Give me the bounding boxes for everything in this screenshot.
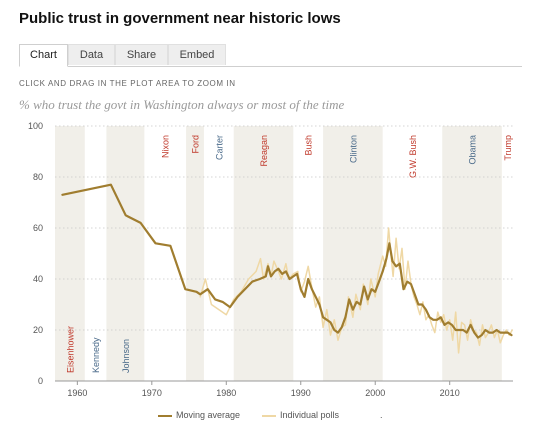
x-tick-label-2000: 2000 [365,388,385,398]
y-tick-label-0: 0 [38,376,43,386]
x-tick-label-1970: 1970 [142,388,162,398]
president-label-reagan: Reagan [259,135,269,167]
president-label-bush: Bush [304,135,314,156]
x-tick-label-1960: 1960 [67,388,87,398]
tab-share[interactable]: Share [115,44,168,65]
president-label-trump: Trump [503,135,513,161]
president-label-johnson: Johnson [121,339,131,373]
term-band-eisenhower [55,126,85,381]
legend-label-moving-average: Moving average [176,410,241,420]
tab-chart[interactable]: Chart [19,44,68,67]
president-label-g-w-bush: G.W. Bush [408,135,418,178]
x-tick-label-1990: 1990 [291,388,311,398]
president-label-carter: Carter [214,135,224,160]
term-band-clinton [323,126,383,381]
president-label-obama: Obama [468,135,478,165]
y-tick-label-40: 40 [33,274,43,284]
legend-swatch-individual-polls [262,414,276,417]
legend-extra-mark: . [380,410,383,420]
president-label-eisenhower: Eisenhower [65,326,75,373]
tab-embed[interactable]: Embed [168,44,226,65]
president-label-nixon: Nixon [161,135,171,158]
tab-data[interactable]: Data [68,44,115,65]
legend-label-individual-polls: Individual polls [280,410,340,420]
y-tick-label-100: 100 [28,121,43,131]
tab-bar: Chart Data Share Embed [19,44,522,67]
president-label-kennedy: Kennedy [91,337,101,373]
x-tick-label-2010: 2010 [440,388,460,398]
president-label-clinton: Clinton [348,135,358,163]
y-tick-label-20: 20 [33,325,43,335]
x-tick-label-1980: 1980 [216,388,236,398]
series-line-moving-average [61,183,513,339]
page-title: Public trust in government near historic… [19,10,341,27]
zoom-hint: CLICK AND DRAG IN THE PLOT AREA TO ZOOM … [19,79,236,88]
chart-subtitle: % who trust the govt in Washington alway… [19,97,345,112]
president-label-ford: Ford [191,135,201,154]
legend-swatch-moving-average [158,414,172,417]
series-line-individual-polls [199,227,514,354]
y-tick-label-80: 80 [33,172,43,182]
term-band-johnson [106,126,145,381]
legend-item-individual-polls[interactable]: Individual polls [262,410,339,420]
y-tick-label-60: 60 [33,223,43,233]
legend-item-moving-average[interactable]: Moving average [158,410,240,420]
term-band-reagan [233,126,294,381]
term-band-ford [186,126,204,381]
